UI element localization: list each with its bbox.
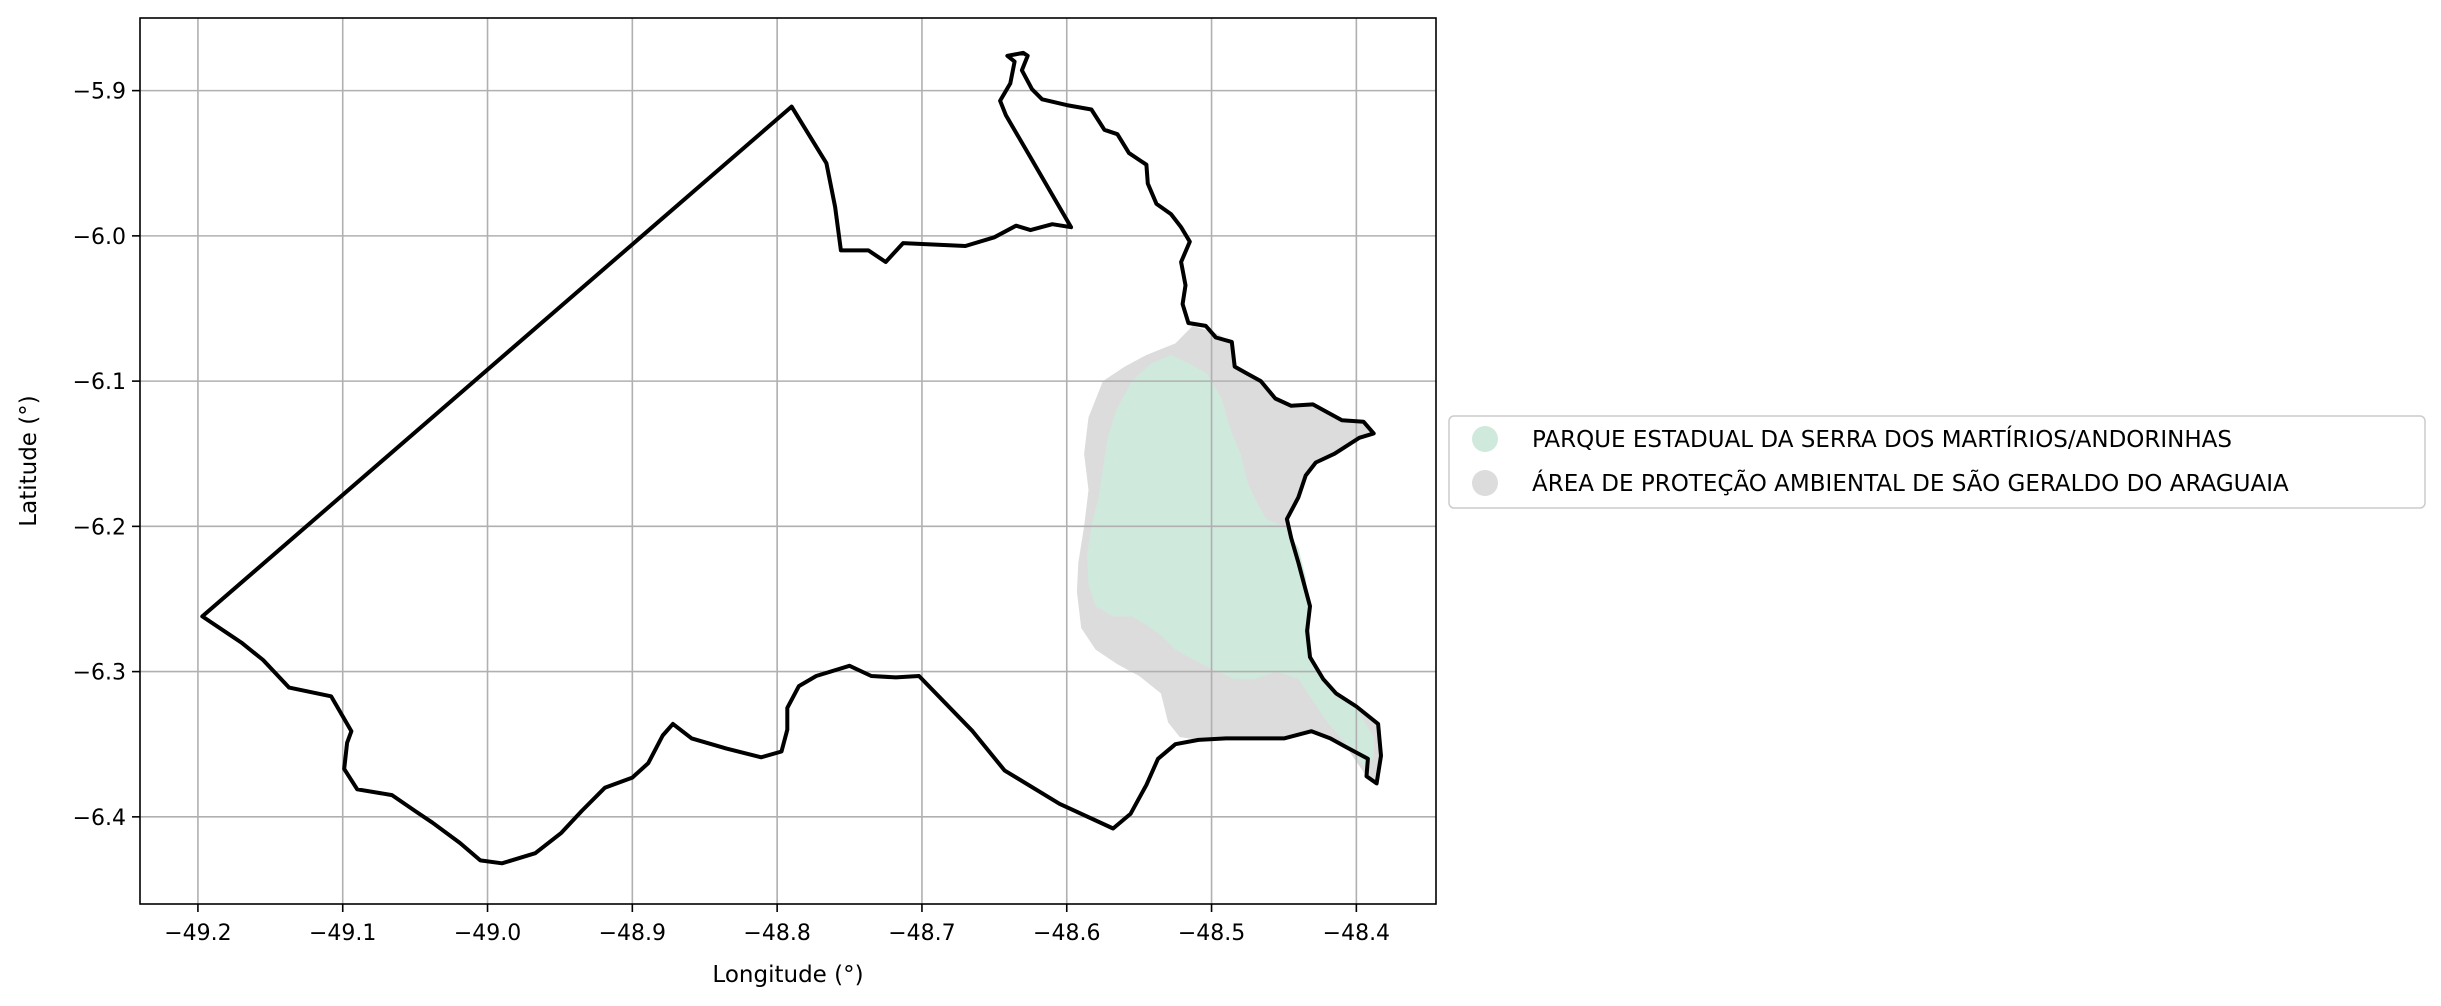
y-axis-label: Latitude (°) <box>16 395 42 526</box>
x-tick-label: −49.0 <box>454 921 521 946</box>
x-tick-label: −48.4 <box>1323 921 1390 946</box>
legend: PARQUE ESTADUAL DA SERRA DOS MARTÍRIOS/A… <box>1448 415 2426 509</box>
x-tick-label: −48.6 <box>1033 921 1100 946</box>
y-tick-label: −6.3 <box>73 661 126 686</box>
x-tick-label: −48.7 <box>888 921 955 946</box>
y-tick-label: −6.4 <box>73 806 126 831</box>
areas-layer <box>1076 325 1381 784</box>
legend-swatch-apa <box>1472 470 1498 496</box>
plot-frame <box>139 17 1437 905</box>
x-tick-label: −49.1 <box>309 921 376 946</box>
legend-label-parque: PARQUE ESTADUAL DA SERRA DOS MARTÍRIOS/A… <box>1532 425 2232 453</box>
y-tick-label: −6.1 <box>73 370 126 395</box>
y-tick-label: −5.9 <box>73 80 126 105</box>
legend-label-apa: ÁREA DE PROTEÇÃO AMBIENTAL DE SÃO GERALD… <box>1532 469 2289 497</box>
boundary-layer <box>200 50 1383 866</box>
x-tick-label: −48.5 <box>1178 921 1245 946</box>
x-tick-label: −48.8 <box>743 921 810 946</box>
y-tick-label: −6.0 <box>73 225 126 250</box>
municipality-boundary <box>200 50 1383 866</box>
x-tick-label: −48.9 <box>599 921 666 946</box>
y-tick-label: −6.2 <box>73 515 126 540</box>
x-tick-label: −49.2 <box>164 921 231 946</box>
legend-swatch-parque <box>1472 426 1498 452</box>
legend-box <box>1448 415 2426 509</box>
parque-area <box>1087 355 1374 766</box>
ticks-layer: −49.2 −49.1 −49.0 −48.9 −48.8 −48.7 −48.6 −48.5… <box>73 80 1390 946</box>
x-axis-label: Longitude (°) <box>712 962 863 988</box>
grid-layer <box>140 18 1436 904</box>
